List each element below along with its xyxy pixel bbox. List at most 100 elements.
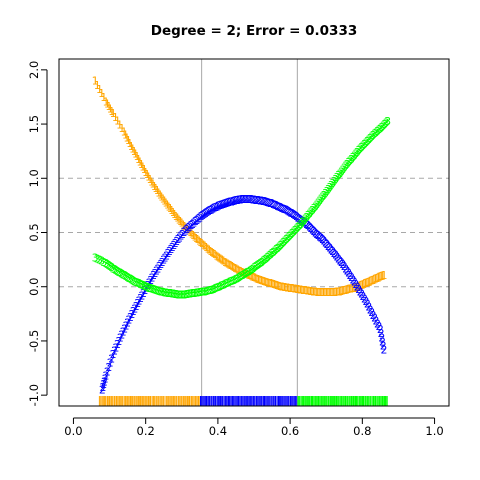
point-glyph: 1 [230, 261, 237, 274]
point-glyph: 1 [107, 102, 114, 115]
point-glyph: 1 [94, 79, 101, 92]
point-glyph: 3 [124, 271, 131, 284]
point-glyph: 1 [229, 260, 236, 273]
point-glyph: 1 [125, 134, 132, 147]
point-glyph: 3 [128, 274, 135, 287]
point-glyph: 1 [197, 236, 204, 249]
point-glyph: 2 [192, 215, 199, 228]
point-glyph: 1 [191, 230, 198, 243]
point-glyph: 3 [104, 258, 111, 271]
x-tick-label: 0.2 [137, 424, 155, 438]
point-glyph: 1 [258, 274, 265, 287]
point-glyph: 1 [274, 279, 281, 292]
point-glyph: 1 [108, 105, 115, 118]
point-glyph: 1 [292, 283, 299, 296]
point-glyph: 2 [286, 205, 293, 218]
point-glyph: 3 [368, 130, 375, 143]
point-glyph: 3 [169, 287, 176, 300]
point-glyph: 2 [218, 198, 225, 211]
point-glyph: 3 [277, 239, 284, 252]
point-glyph: 1 [181, 220, 188, 233]
point-glyph: 2 [300, 216, 307, 229]
point-glyph: 1 [305, 285, 312, 298]
point-glyph: 2 [334, 250, 341, 263]
point-glyph: 1 [288, 282, 295, 295]
point-glyph: 1 [210, 247, 217, 260]
point-glyph: 2 [377, 323, 384, 336]
point-glyph: 2 [290, 208, 297, 221]
point-glyph: 3 [191, 287, 198, 300]
point-glyph: 1 [262, 276, 269, 289]
point-glyph: 3 [222, 278, 229, 291]
point-glyph: 3 [193, 287, 200, 300]
point-glyph: 3 [127, 273, 134, 286]
point-glyph: 3 [257, 257, 264, 270]
point-glyph: 2 [100, 378, 107, 391]
point-glyph: 2 [186, 220, 193, 233]
point-glyph: 2 [104, 365, 111, 378]
point-glyph: 1 [164, 198, 171, 211]
point-glyph: 3 [284, 231, 291, 244]
point-glyph: 3 [279, 238, 286, 251]
point-glyph: 1 [96, 83, 103, 96]
point-glyph: 1 [183, 221, 190, 234]
point-glyph: 3 [312, 200, 319, 213]
point-glyph: 2 [241, 193, 248, 206]
point-glyph: 2 [183, 223, 190, 236]
point-glyph: 1 [266, 277, 273, 290]
point-glyph: 2 [243, 193, 250, 206]
point-glyph: 2 [152, 267, 159, 280]
point-glyph: 3 [305, 209, 312, 222]
point-glyph: 1 [148, 175, 155, 188]
point-glyph: 3 [202, 285, 209, 298]
point-glyph: 3 [345, 156, 352, 169]
point-glyph: 2 [379, 335, 386, 348]
point-glyph: 1 [278, 280, 285, 293]
point-glyph: 1 [154, 184, 161, 197]
point-glyph: 2 [165, 247, 172, 260]
point-glyph: 1 [362, 277, 369, 290]
point-glyph: 1 [333, 286, 340, 299]
point-glyph: 3 [254, 259, 261, 272]
point-glyph: 2 [238, 193, 245, 206]
point-glyph: 3 [115, 266, 122, 279]
point-glyph: 3 [381, 118, 388, 131]
point-glyph: 2 [289, 207, 296, 220]
point-glyph: 1 [350, 282, 357, 295]
point-glyph: 2 [293, 210, 300, 223]
point-glyph: 1 [161, 194, 168, 207]
point-glyph: 3 [321, 189, 328, 202]
y-tick-label: 2.0 [27, 61, 41, 79]
point-glyph: 3 [339, 163, 346, 176]
point-glyph: 2 [253, 194, 260, 207]
point-glyph: 3 [224, 277, 231, 290]
point-glyph: 1 [347, 282, 354, 295]
point-glyph: 3 [139, 279, 146, 292]
point-glyph: 2 [163, 249, 170, 262]
point-glyph: 3 [355, 144, 362, 157]
y-tick-label: 1.0 [27, 169, 41, 187]
point-glyph: 3 [152, 284, 159, 297]
point-glyph: 3 [232, 273, 239, 286]
point-glyph: 3 [100, 256, 107, 269]
point-glyph: 2 [195, 213, 202, 226]
point-glyph: 2 [196, 211, 203, 224]
point-glyph: 3 [140, 279, 147, 292]
point-glyph: 1 [196, 235, 203, 248]
point-glyph: 1 [147, 173, 154, 186]
y-tick-label: -1.0 [27, 384, 41, 406]
point-glyph: 2 [105, 361, 112, 374]
point-glyph: 3 [299, 216, 306, 229]
point-glyph: 1 [363, 277, 370, 290]
point-glyph: 3 [111, 263, 118, 276]
point-glyph: 1 [342, 284, 349, 297]
point-glyph: 1 [245, 268, 252, 281]
point-glyph: 1 [212, 248, 219, 261]
point-glyph: 2 [215, 200, 222, 213]
point-glyph: 3 [302, 213, 309, 226]
point-glyph: 3 [143, 281, 150, 294]
point-glyph: 1 [155, 186, 162, 199]
point-glyph: 1 [330, 286, 337, 299]
point-glyph: 2 [347, 269, 354, 282]
point-glyph: 1 [324, 286, 331, 299]
